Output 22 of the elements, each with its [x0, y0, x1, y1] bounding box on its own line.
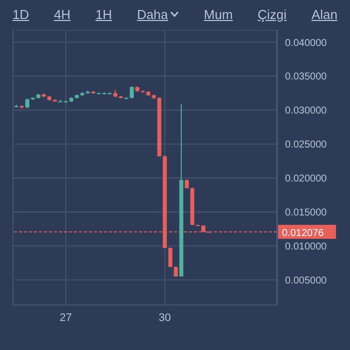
text: 4H	[54, 6, 71, 22]
y-tick-label: 0.040000	[285, 38, 328, 49]
text: 1H	[95, 6, 112, 22]
text: 1D	[12, 6, 30, 22]
text: Daha	[136, 6, 170, 22]
y-tick-label: 0.025000	[285, 140, 328, 151]
y-tick-label: 0.030000	[285, 106, 328, 117]
candlestick	[130, 86, 134, 100]
text: Çizgi	[258, 6, 287, 22]
x-tick-label: 30	[158, 312, 171, 324]
text: Mum	[204, 6, 233, 22]
candlestick	[25, 98, 30, 109]
ref-line-label: 0.012076	[282, 228, 324, 239]
x-tick-label: 27	[60, 312, 72, 324]
y-tick-label: 0.020000	[285, 174, 328, 185]
text: Alan	[311, 6, 338, 22]
y-tick-label: 0.035000	[285, 72, 328, 83]
candlestick	[168, 246, 172, 268]
y-tick-label: 0.010000	[285, 241, 328, 252]
candlestick	[174, 266, 178, 277]
y-tick-label: 0.005000	[285, 275, 328, 286]
y-tick-label: 0.015000	[285, 208, 328, 219]
